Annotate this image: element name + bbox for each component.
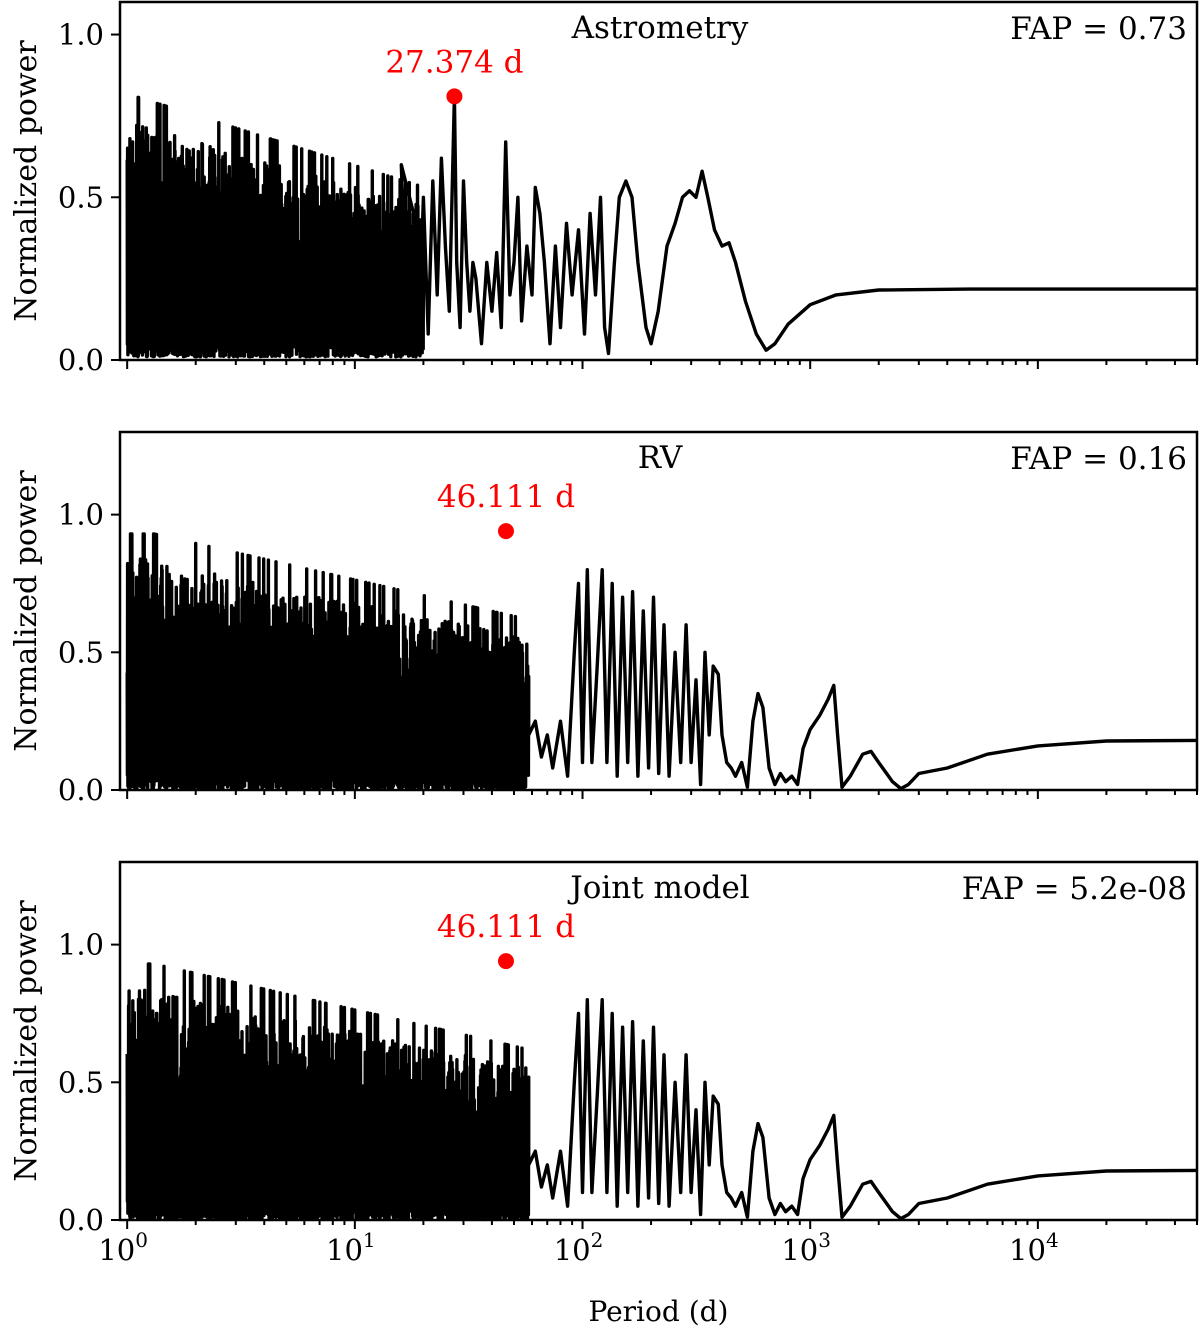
peak-marker bbox=[497, 523, 514, 540]
y-tick-label: 0.0 bbox=[58, 1203, 104, 1237]
panel-title: RV bbox=[638, 440, 683, 476]
x-tick-label: 100 bbox=[98, 1228, 148, 1267]
power-series-line bbox=[125, 94, 1197, 359]
peak-label: 46.111 d bbox=[437, 909, 575, 945]
y-tick-label: 0.0 bbox=[58, 343, 104, 377]
fap-annotation: FAP = 5.2e-08 bbox=[962, 871, 1187, 907]
panel-title: Astrometry bbox=[571, 10, 749, 46]
peak-label: 27.374 d bbox=[385, 44, 523, 80]
plot-frame bbox=[118, 430, 1199, 792]
y-axis-label: Normalized power bbox=[9, 900, 44, 1182]
x-tick-label: 103 bbox=[781, 1228, 831, 1267]
x-tick-label: 101 bbox=[326, 1228, 376, 1267]
panel-title: Joint model bbox=[567, 870, 749, 906]
plot-frame bbox=[118, 860, 1199, 1222]
power-series-line bbox=[125, 962, 1197, 1220]
y-tick-label: 0.5 bbox=[58, 635, 104, 669]
plot-frame bbox=[118, 0, 1199, 362]
y-axis-label: Normalized power bbox=[9, 40, 44, 322]
fap-annotation: FAP = 0.16 bbox=[1010, 441, 1187, 477]
peak-marker bbox=[446, 88, 463, 105]
panel-rv: 0.0 0.5 1.0 Normalized power RV FAP = 0.16 46.… bbox=[9, 430, 1199, 807]
peak-marker bbox=[497, 953, 514, 970]
y-tick-label: 0.5 bbox=[58, 1065, 104, 1099]
power-series-line bbox=[125, 532, 1197, 790]
x-tick-label: 102 bbox=[554, 1228, 604, 1267]
y-axis-label: Normalized power bbox=[9, 470, 44, 752]
panel-astrometry: 0.0 0.5 1.0 Normalized power Astrometry FAP =… bbox=[9, 0, 1199, 377]
y-tick-label: 1.0 bbox=[58, 18, 104, 52]
y-tick-label: 0.5 bbox=[58, 180, 104, 214]
panel-joint-model: 0.0 0.5 1.0 100 101 102 103 104 Normalized power… bbox=[9, 860, 1199, 1327]
y-tick-label: 0.0 bbox=[58, 773, 104, 807]
x-tick-label: 104 bbox=[1009, 1228, 1059, 1267]
x-axis-label: Period (d) bbox=[589, 1295, 729, 1327]
y-tick-label: 1.0 bbox=[58, 928, 104, 962]
y-tick-label: 1.0 bbox=[58, 498, 104, 532]
peak-label: 46.111 d bbox=[437, 479, 575, 515]
fap-annotation: FAP = 0.73 bbox=[1010, 11, 1187, 47]
